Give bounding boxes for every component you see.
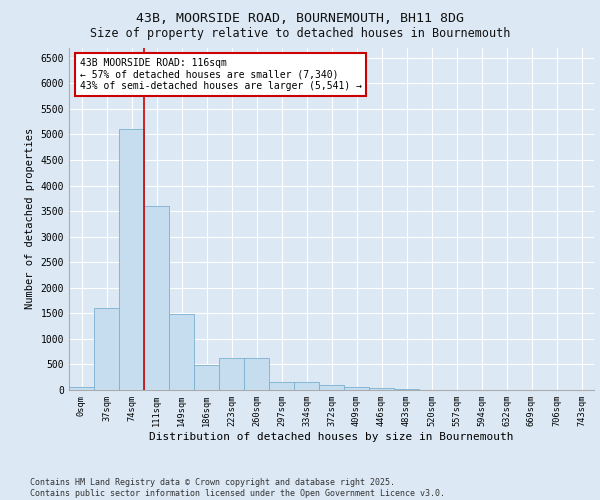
Bar — [394, 389, 419, 390]
Bar — [319, 385, 344, 390]
Bar — [194, 366, 219, 390]
Text: 43B MOORSIDE ROAD: 116sqm
← 57% of detached houses are smaller (7,340)
43% of se: 43B MOORSIDE ROAD: 116sqm ← 57% of detac… — [79, 58, 361, 91]
Bar — [269, 382, 294, 390]
Bar — [294, 382, 319, 390]
Text: Size of property relative to detached houses in Bournemouth: Size of property relative to detached ho… — [90, 28, 510, 40]
Text: Contains HM Land Registry data © Crown copyright and database right 2025.
Contai: Contains HM Land Registry data © Crown c… — [30, 478, 445, 498]
Text: 43B, MOORSIDE ROAD, BOURNEMOUTH, BH11 8DG: 43B, MOORSIDE ROAD, BOURNEMOUTH, BH11 8D… — [136, 12, 464, 26]
X-axis label: Distribution of detached houses by size in Bournemouth: Distribution of detached houses by size … — [149, 432, 514, 442]
Bar — [144, 206, 169, 390]
Bar — [119, 130, 144, 390]
Bar — [169, 314, 194, 390]
Bar — [369, 388, 394, 390]
Bar — [94, 308, 119, 390]
Bar — [219, 358, 244, 390]
Y-axis label: Number of detached properties: Number of detached properties — [25, 128, 35, 310]
Bar — [344, 387, 369, 390]
Bar — [244, 358, 269, 390]
Bar — [69, 387, 94, 390]
